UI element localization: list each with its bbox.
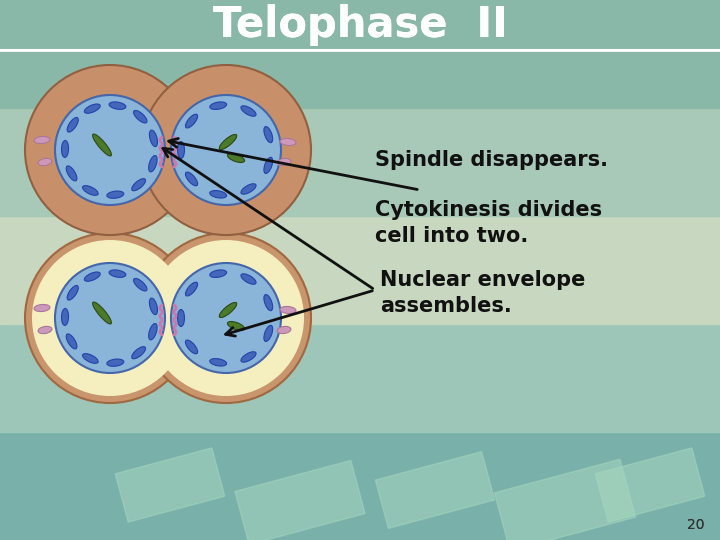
- Ellipse shape: [132, 347, 145, 359]
- Bar: [495, 459, 636, 540]
- Ellipse shape: [228, 321, 245, 330]
- Text: Cytokinesis divides
cell into two.: Cytokinesis divides cell into two.: [375, 200, 602, 246]
- Ellipse shape: [107, 359, 124, 366]
- Ellipse shape: [178, 141, 184, 159]
- Text: 20: 20: [688, 518, 705, 532]
- Ellipse shape: [67, 286, 78, 300]
- Ellipse shape: [109, 270, 126, 278]
- Bar: [235, 461, 365, 540]
- Ellipse shape: [34, 305, 50, 312]
- Ellipse shape: [61, 308, 68, 326]
- Ellipse shape: [141, 233, 311, 403]
- Ellipse shape: [280, 138, 296, 146]
- Ellipse shape: [148, 323, 157, 340]
- Ellipse shape: [264, 126, 273, 143]
- Ellipse shape: [241, 106, 256, 116]
- Ellipse shape: [280, 306, 296, 314]
- Ellipse shape: [241, 184, 256, 194]
- Ellipse shape: [186, 114, 197, 128]
- Ellipse shape: [220, 302, 237, 318]
- Bar: [0, 108, 720, 216]
- Ellipse shape: [109, 102, 126, 110]
- Ellipse shape: [107, 191, 124, 198]
- Ellipse shape: [264, 157, 273, 173]
- Ellipse shape: [66, 334, 77, 349]
- Ellipse shape: [186, 172, 197, 186]
- Bar: [375, 451, 495, 528]
- Ellipse shape: [264, 325, 273, 341]
- Ellipse shape: [84, 272, 100, 281]
- Text: Telophase  II: Telophase II: [212, 4, 508, 46]
- Ellipse shape: [171, 263, 281, 373]
- Ellipse shape: [83, 186, 98, 195]
- Ellipse shape: [220, 134, 237, 150]
- Ellipse shape: [178, 309, 184, 327]
- Text: Spindle disappears.: Spindle disappears.: [375, 150, 608, 170]
- Ellipse shape: [55, 95, 165, 205]
- Bar: [0, 216, 720, 324]
- Ellipse shape: [277, 158, 291, 166]
- Ellipse shape: [186, 282, 197, 296]
- Bar: [0, 324, 720, 432]
- Ellipse shape: [228, 153, 245, 163]
- Ellipse shape: [277, 326, 291, 334]
- Ellipse shape: [171, 95, 281, 205]
- Ellipse shape: [210, 270, 227, 278]
- Ellipse shape: [32, 240, 188, 396]
- Ellipse shape: [150, 298, 158, 315]
- Ellipse shape: [210, 359, 227, 366]
- Ellipse shape: [93, 302, 112, 324]
- Ellipse shape: [150, 130, 158, 147]
- Ellipse shape: [241, 352, 256, 362]
- Ellipse shape: [25, 233, 195, 403]
- Ellipse shape: [141, 65, 311, 235]
- Bar: [0, 432, 720, 540]
- Ellipse shape: [38, 326, 52, 334]
- Ellipse shape: [84, 104, 100, 113]
- Bar: [115, 448, 225, 522]
- Text: 20: 20: [688, 518, 705, 532]
- Text: Telophase  II: Telophase II: [212, 4, 508, 46]
- Bar: [595, 448, 705, 522]
- Ellipse shape: [66, 166, 77, 181]
- Ellipse shape: [264, 294, 273, 310]
- Bar: [0, 0, 720, 108]
- Ellipse shape: [93, 134, 112, 156]
- Ellipse shape: [186, 340, 197, 354]
- Ellipse shape: [133, 110, 147, 123]
- Ellipse shape: [61, 140, 68, 158]
- Ellipse shape: [210, 102, 227, 110]
- Ellipse shape: [34, 137, 50, 144]
- Text: Nuclear envelope
assembles.: Nuclear envelope assembles.: [380, 270, 585, 316]
- Ellipse shape: [148, 156, 157, 172]
- Ellipse shape: [83, 354, 98, 363]
- Ellipse shape: [55, 263, 165, 373]
- Ellipse shape: [132, 179, 145, 191]
- Ellipse shape: [241, 274, 256, 284]
- Ellipse shape: [148, 240, 304, 396]
- Ellipse shape: [67, 118, 78, 132]
- Ellipse shape: [133, 279, 147, 291]
- Ellipse shape: [25, 65, 195, 235]
- Ellipse shape: [38, 158, 52, 166]
- Ellipse shape: [210, 191, 227, 198]
